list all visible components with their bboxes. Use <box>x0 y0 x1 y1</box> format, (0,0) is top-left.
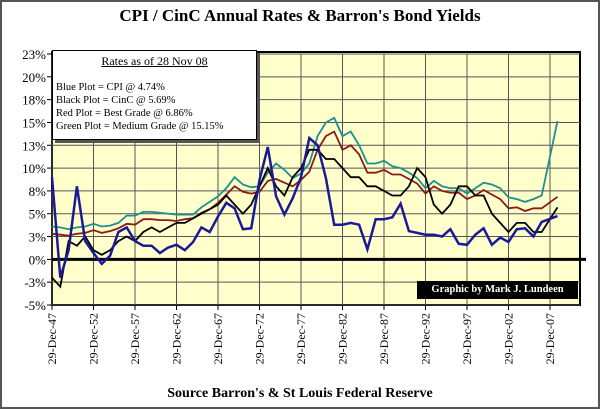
y-tick-label: 5% <box>29 207 47 222</box>
x-tick-label: 29-Dec-57 <box>128 313 142 364</box>
x-tick-label: 29-Dec-82 <box>336 313 350 364</box>
x-tick-label: 29-Dec-72 <box>253 313 267 364</box>
x-tick-label: 29-Dec-77 <box>294 313 308 364</box>
y-tick-label: 15% <box>22 115 46 130</box>
x-tick-label: 29-Dec-97 <box>460 313 474 364</box>
y-tick-label: -3% <box>24 275 46 290</box>
x-tick-label: 29-Dec-87 <box>377 313 391 364</box>
x-tick-label: 29-Dec-07 <box>543 313 557 364</box>
y-tick-label: 18% <box>22 93 46 108</box>
legend-entry-best-grade: Red Plot = Best Grade @ 6.86% <box>56 108 193 119</box>
y-tick-label: 13% <box>22 138 46 153</box>
chart-title: CPI / CinC Annual Rates & Barron's Bond … <box>119 6 481 25</box>
y-tick-label: 20% <box>22 70 46 85</box>
source-label: Source Barron's & St Louis Federal Reser… <box>167 386 433 401</box>
x-tick-label: 29-Dec-92 <box>419 313 433 364</box>
x-tick-label: 29-Dec-67 <box>211 313 225 364</box>
x-tick-label: 29-Dec-47 <box>45 313 59 364</box>
y-tick-label: 8% <box>29 184 47 199</box>
y-tick-label: 0% <box>29 252 47 267</box>
y-tick-label: 23% <box>22 47 46 62</box>
series-line-cpi <box>50 135 558 278</box>
legend-heading: Rates as of 28 Nov 08 <box>101 54 208 68</box>
x-tick-label: 29-Dec-02 <box>502 313 516 364</box>
legend-entry-medium-grade: Green Plot = Medium Grade @ 15.15% <box>56 121 224 132</box>
credit-label: Graphic by Mark J. Lundeen <box>417 281 578 299</box>
y-tick-label: -5% <box>24 298 46 313</box>
legend-box: Rates as of 28 Nov 08 Blue Plot = CPI @ … <box>52 50 257 140</box>
legend-entry-cpi: Blue Plot = CPI @ 4.74% <box>56 82 165 93</box>
x-tick-label: 29-Dec-52 <box>87 313 101 364</box>
y-tick-label: 3% <box>29 230 47 245</box>
legend-entry-cinc: Black Plot = CinC @ 5.69% <box>56 95 176 106</box>
x-tick-label: 29-Dec-62 <box>170 313 184 364</box>
y-tick-label: 10% <box>22 161 46 176</box>
